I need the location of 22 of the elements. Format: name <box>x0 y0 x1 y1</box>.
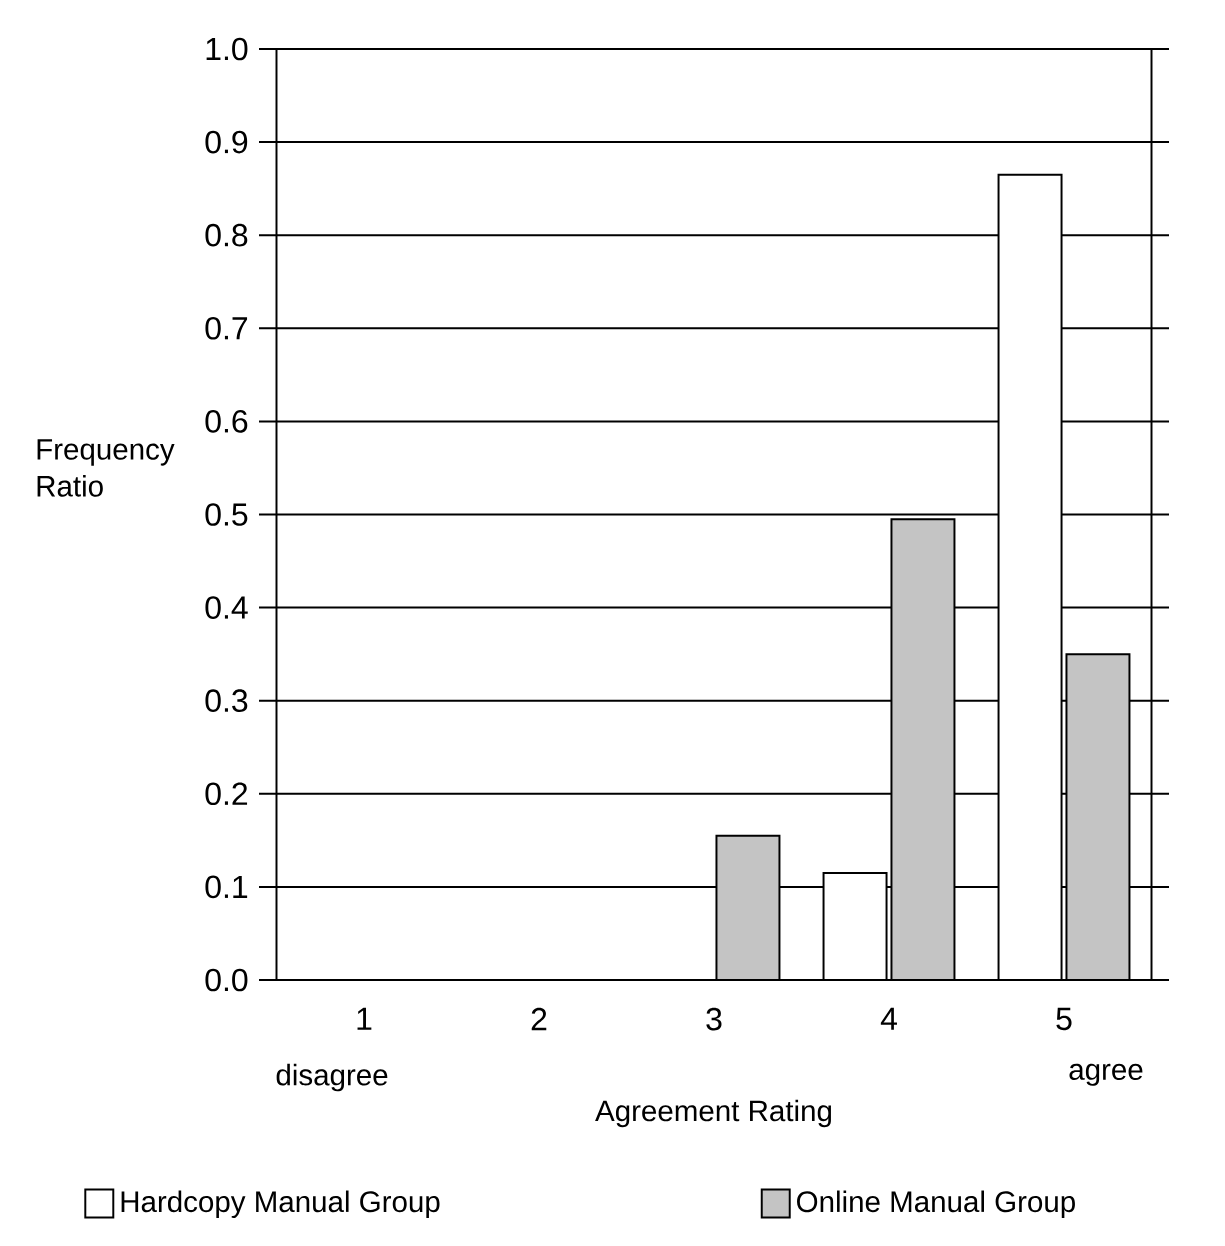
x-axis-title: Agreement Rating <box>595 1099 832 1128</box>
x-tick-label: 4 <box>880 1007 897 1030</box>
y-tick-label: 0.4 <box>205 596 248 619</box>
x-tick-label: 2 <box>531 1007 547 1031</box>
y-axis-title: Frequency Ratio <box>37 439 175 497</box>
x-tick-label: 3 <box>706 1007 722 1031</box>
x-tick-label: 5 <box>1056 1007 1072 1031</box>
legend-label: Online Manual Group <box>797 1190 1075 1219</box>
y-tick-label: 0.8 <box>205 223 248 247</box>
y-tick-label: 0.2 <box>205 782 248 806</box>
y-tick-label: 0.0 <box>205 968 248 992</box>
y-tick-label: 0.3 <box>205 689 248 713</box>
text: agree <box>1069 1063 1143 1086</box>
x-tick-label: 1 <box>357 1007 372 1030</box>
text: disagree <box>276 1063 388 1092</box>
y-tick-label: 0.6 <box>205 410 248 433</box>
y-tick-label: 0.7 <box>205 316 248 340</box>
legend-label: Hardcopy Manual Group <box>121 1190 440 1219</box>
y-tick-label: 0.5 <box>205 503 248 526</box>
y-tick-label: 1.0 <box>206 37 248 61</box>
y-tick-label: 0.9 <box>205 130 248 154</box>
y-tick-label: 0.1 <box>205 875 248 899</box>
